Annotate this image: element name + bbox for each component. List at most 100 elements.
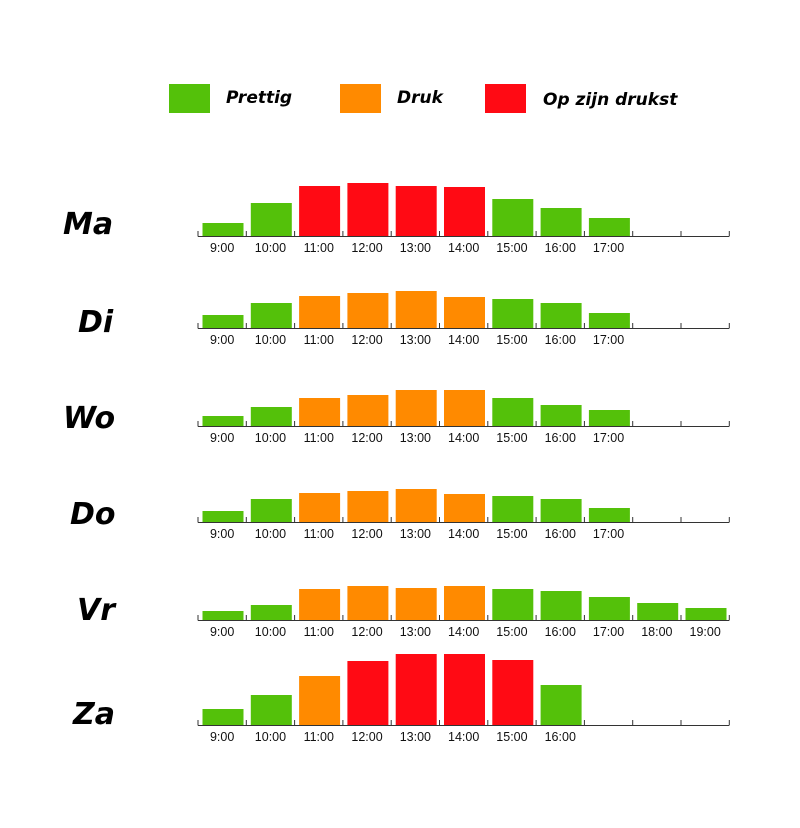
day-label-do: Do (70, 497, 116, 532)
ma-bar (250, 203, 292, 236)
legend-swatch-druk (340, 84, 381, 113)
ma-tick-label: 17:00 (593, 241, 624, 255)
do-bar (347, 491, 389, 522)
vr-tick-label: 18:00 (641, 625, 672, 639)
vr-tick-label: 9:00 (210, 625, 234, 639)
ma-tick-label: 15:00 (496, 241, 527, 255)
legend-label-drukst: Op zijn drukst (543, 90, 678, 110)
vr-tick-label: 14:00 (448, 625, 479, 639)
wo-tick-label: 17:00 (593, 431, 624, 445)
vr-bar (347, 586, 389, 620)
vr-tick-label: 13:00 (400, 625, 431, 639)
di-tick-label: 15:00 (496, 333, 527, 347)
ma-tick-label: 11:00 (304, 241, 334, 255)
za-tick-label: 12:00 (351, 730, 382, 744)
vr-tick-label: 19:00 (690, 625, 721, 639)
do-tick-label: 13:00 (400, 527, 431, 541)
wo-bar (202, 416, 244, 426)
za-bar (540, 685, 582, 725)
wo-bar (347, 395, 389, 426)
vr-bar (637, 603, 679, 620)
wo-tick-label: 12:00 (351, 431, 382, 445)
ma-tick-label: 16:00 (545, 241, 576, 255)
ma-bar (395, 186, 437, 236)
day-label-za: Za (73, 697, 115, 732)
do-bar (202, 511, 244, 522)
do-tick-label: 16:00 (545, 527, 576, 541)
vr-tick-label: 11:00 (304, 625, 334, 639)
di-tick-label: 16:00 (545, 333, 576, 347)
vr-bar (299, 589, 341, 620)
do-bar (299, 493, 341, 522)
di-tick-label: 17:00 (593, 333, 624, 347)
za-tick-label: 9:00 (210, 730, 234, 744)
ma-tick-label: 10:00 (255, 241, 286, 255)
di-tick-label: 12:00 (351, 333, 382, 347)
ma-tick-label: 13:00 (400, 241, 431, 255)
di-tick-label: 11:00 (304, 333, 334, 347)
do-bar (588, 508, 630, 522)
vr-bar (250, 605, 292, 620)
vr-bar (685, 608, 727, 620)
za-bar (395, 654, 437, 725)
za-tick-label: 13:00 (400, 730, 431, 744)
vr-tick-label: 16:00 (545, 625, 576, 639)
ma-tick-label: 14:00 (448, 241, 479, 255)
za-tick-label: 14:00 (448, 730, 479, 744)
wo-tick-label: 13:00 (400, 431, 431, 445)
za-bar (444, 654, 485, 725)
legend-swatch-prettig (169, 84, 210, 113)
di-bar (250, 303, 292, 328)
do-bar (492, 496, 534, 522)
ma-tick-label: 9:00 (210, 241, 234, 255)
za-tick-label: 11:00 (304, 730, 334, 744)
di-bar (588, 313, 630, 328)
do-tick-label: 14:00 (448, 527, 479, 541)
wo-bar (588, 410, 630, 426)
do-tick-label: 9:00 (210, 527, 234, 541)
do-bar (250, 499, 292, 522)
wo-tick-label: 9:00 (210, 431, 234, 445)
do-tick-label: 17:00 (593, 527, 624, 541)
vr-tick-label: 10:00 (255, 625, 286, 639)
ma-bar (492, 199, 534, 236)
di-bar (202, 315, 244, 328)
wo-bar (395, 390, 437, 426)
do-bar (444, 494, 485, 522)
wo-tick-label: 14:00 (448, 431, 479, 445)
vr-bar (492, 589, 534, 620)
di-tick-label: 13:00 (400, 333, 431, 347)
di-tick-label: 10:00 (255, 333, 286, 347)
di-bar (492, 299, 534, 328)
za-bar (492, 660, 534, 725)
do-tick-label: 15:00 (496, 527, 527, 541)
legend-swatch-drukst (485, 84, 526, 113)
day-label-wo: Wo (63, 401, 116, 436)
vr-bar (395, 588, 437, 620)
wo-tick-label: 11:00 (304, 431, 334, 445)
do-tick-label: 12:00 (351, 527, 382, 541)
do-tick-label: 10:00 (255, 527, 286, 541)
vr-tick-label: 15:00 (496, 625, 527, 639)
wo-bar (540, 405, 582, 426)
di-bar (395, 291, 437, 328)
ma-bar (540, 208, 582, 236)
do-bar (395, 489, 437, 522)
ma-bar (444, 187, 485, 236)
di-bar (444, 297, 485, 328)
wo-bar (444, 390, 485, 426)
day-label-ma: Ma (63, 207, 114, 242)
vr-bar (202, 611, 244, 620)
vr-bar (588, 597, 630, 620)
di-bar (347, 293, 389, 328)
za-tick-label: 16:00 (545, 730, 576, 744)
ma-bar (202, 223, 244, 236)
wo-bar (299, 398, 341, 426)
za-tick-label: 15:00 (496, 730, 527, 744)
vr-bar (444, 586, 485, 620)
do-bar (540, 499, 582, 522)
legend-label-druk: Druk (397, 88, 443, 108)
ma-bar (588, 218, 630, 236)
ma-bar (347, 183, 389, 236)
